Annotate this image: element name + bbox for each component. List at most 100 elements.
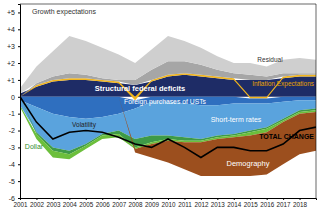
tick: 2008 (129, 198, 144, 208)
tick-label: +1 (7, 77, 15, 84)
tick: 2007 (112, 198, 127, 208)
tick-label: 2008 (129, 201, 144, 208)
axis-line (21, 199, 317, 201)
tick: 2017 (277, 198, 292, 208)
tick-mark (18, 164, 20, 165)
tick: -4 (9, 161, 20, 168)
tick: -5 (9, 178, 20, 185)
tick-label: 2007 (112, 201, 127, 208)
tick-label: 2001 (13, 201, 28, 208)
tick: 2002 (30, 198, 45, 208)
tick-mark (36, 198, 37, 200)
series-label: Short-term rates (211, 116, 262, 123)
tick-label: -3 (9, 144, 15, 151)
tick-label: 2009 (145, 201, 160, 208)
tick-label: -1 (9, 110, 15, 117)
tick-mark (283, 198, 284, 200)
tick-label: +5 (7, 9, 15, 16)
tick-mark (300, 198, 301, 200)
tick-mark (267, 198, 268, 200)
series-labels: Structural federal deficitsInflation Exp… (25, 8, 315, 168)
tick-mark (184, 198, 185, 200)
tick-label: 2017 (277, 201, 292, 208)
tick: 2011 (178, 198, 192, 208)
tick-mark (18, 147, 20, 148)
tick-mark (234, 198, 235, 200)
tick: +2 (7, 60, 20, 67)
tick-label: -5 (9, 178, 15, 185)
tick-label: -2 (9, 127, 15, 134)
tick-label: 0 (11, 94, 15, 101)
tick-mark (152, 198, 153, 200)
series-label: Volatility (72, 121, 97, 129)
tick-label: 2015 (244, 201, 259, 208)
tick: +4 (7, 26, 20, 33)
tick: 2013 (211, 198, 226, 208)
axis-line (18, 5, 21, 199)
chart: +5+4+3+2+10-1-2-3-4-5-620012002200320042… (0, 0, 320, 214)
tick-label: +2 (7, 60, 15, 67)
series-label: Structural federal deficits (95, 84, 185, 93)
tick-mark (119, 198, 120, 200)
series-label: TOTAL CHANGE (259, 133, 314, 140)
tick-label: 2014 (227, 201, 242, 208)
plot-marks (20, 36, 316, 176)
tick-mark (18, 63, 20, 64)
line (20, 97, 316, 158)
series-label: Dollar (25, 143, 44, 150)
series-label: Residual (257, 56, 283, 63)
tick-mark (135, 198, 136, 200)
tick-mark (18, 12, 20, 13)
tick-mark (18, 29, 20, 30)
tick-label: 2013 (211, 201, 226, 208)
tick-label: 2012 (194, 201, 209, 208)
tick: 0 (11, 94, 20, 101)
tick: 2015 (244, 198, 259, 208)
tick: 2001 (13, 198, 28, 208)
tick-mark (18, 131, 20, 132)
series-label: Demography (227, 159, 270, 168)
tick-label: 2003 (46, 201, 61, 208)
tick-label: 2005 (79, 201, 94, 208)
tick: +5 (7, 9, 20, 16)
tick: -1 (9, 110, 20, 117)
tick-mark (86, 198, 87, 200)
tick-mark (18, 46, 20, 47)
tick: 2010 (161, 198, 176, 208)
tick: 2006 (96, 198, 111, 208)
tick: 2009 (145, 198, 160, 208)
tick-mark (18, 181, 20, 182)
tick-mark (18, 198, 20, 199)
tick-mark (18, 97, 20, 98)
tick: 2005 (79, 198, 94, 208)
tick-mark (69, 198, 70, 200)
tick-label: 2004 (63, 201, 78, 208)
tick-label: 2011 (178, 201, 192, 208)
tick-label: 2006 (96, 201, 111, 208)
series-label: Foreign purchases of USTs (124, 98, 207, 106)
tick-mark (18, 114, 20, 115)
area (20, 97, 316, 176)
tick: -2 (9, 127, 20, 134)
y-axis: +5+4+3+2+10-1-2-3-4-5-6 (7, 5, 20, 202)
tick: 2018 (293, 198, 308, 208)
tick-label: -4 (9, 161, 15, 168)
tick-label: 2002 (30, 201, 45, 208)
tick: +1 (7, 77, 20, 84)
tick-mark (18, 80, 20, 81)
tick-label: 2010 (161, 201, 176, 208)
x-axis: 2001200220032004200520062007200820092010… (13, 198, 316, 208)
tick-label: +4 (7, 26, 15, 33)
tick-mark (250, 198, 251, 200)
area (20, 36, 316, 93)
tick: 2016 (260, 198, 275, 208)
tick-mark (53, 198, 54, 200)
tick-label: 2018 (293, 201, 308, 208)
series-label: Growth expectations (32, 8, 96, 16)
tick-label: +3 (7, 43, 15, 50)
tick: 2012 (194, 198, 209, 208)
tick-mark (217, 198, 218, 200)
frame (316, 4, 317, 198)
tick-mark (20, 198, 21, 200)
tick: -3 (9, 144, 20, 151)
